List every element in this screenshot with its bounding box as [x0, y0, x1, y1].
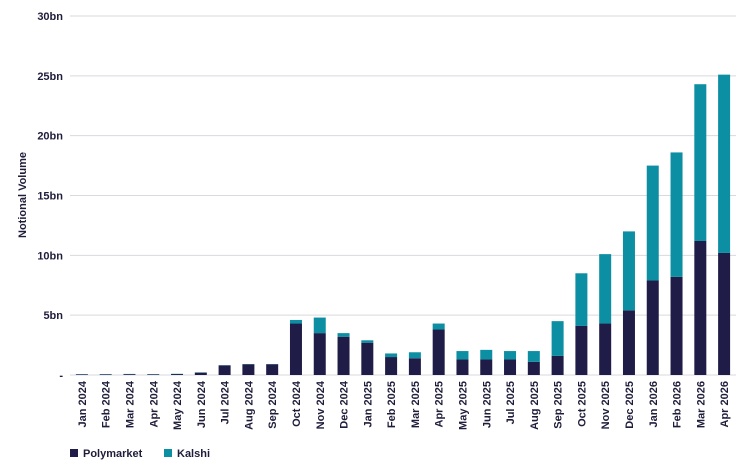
- bar-polymarket-oct-2024: [289, 323, 302, 375]
- bar-polymarket-apr-2024: [147, 374, 160, 375]
- x-tick-label: Sep 2024: [267, 380, 279, 429]
- x-tick-label: Feb 2024: [101, 380, 113, 428]
- x-tick-label: Nov 2025: [600, 381, 612, 429]
- x-tick-label: Mar 2025: [410, 381, 422, 428]
- y-tick-label: -: [59, 370, 63, 382]
- legend-label-kalshi: Kalshi: [177, 448, 210, 460]
- bar-polymarket-jun-2024: [194, 372, 207, 375]
- bar-kalshi-mar-2026: [694, 84, 707, 241]
- x-tick-label: Apr 2025: [434, 381, 446, 427]
- y-axis-label: Notional Volume: [17, 152, 29, 238]
- bar-polymarket-sep-2025: [551, 355, 564, 375]
- bar-polymarket-jan-2026: [646, 280, 659, 375]
- x-tick-label: Nov 2024: [315, 380, 327, 429]
- y-axis-ticks: - 5bn 10bn 15bn 20bn 25bn 30bn: [37, 11, 63, 382]
- x-tick-label: Aug 2025: [529, 381, 541, 430]
- bar-kalshi-dec-2024: [337, 333, 350, 337]
- x-tick-label: May 2025: [457, 381, 469, 430]
- bar-kalshi-may-2025: [456, 351, 469, 360]
- x-tick-label: Jan 2026: [648, 381, 660, 427]
- bar-polymarket-apr-2025: [432, 329, 445, 375]
- bar-polymarket-feb-2026: [670, 276, 683, 375]
- x-tick-label: Aug 2024: [243, 380, 255, 430]
- x-tick-label: Jan 2025: [362, 381, 374, 427]
- bar-polymarket-feb-2024: [99, 374, 112, 375]
- bar-polymarket-feb-2025: [385, 357, 398, 375]
- x-tick-label: Feb 2026: [672, 381, 684, 428]
- y-tick-label: 10bn: [37, 250, 63, 262]
- bar-polymarket-jun-2025: [480, 359, 493, 375]
- x-axis-ticks: Jan 2024 Feb 2024 Mar 2024 Apr 2024 May 2024…: [77, 380, 731, 430]
- legend-swatch-polymarket: [70, 449, 78, 457]
- bar-kalshi-nov-2025: [599, 254, 612, 324]
- bar-polymarket-dec-2025: [622, 310, 635, 375]
- legend: Polymarket Kalshi: [70, 448, 210, 460]
- x-tick-label: Dec 2024: [339, 380, 351, 429]
- x-tick-label: Oct 2025: [576, 381, 588, 427]
- bar-kalshi-jun-2025: [480, 349, 493, 360]
- y-tick-label: 30bn: [37, 11, 63, 23]
- bar-polymarket-mar-2026: [694, 240, 707, 375]
- bar-kalshi-dec-2025: [622, 231, 635, 311]
- bar-polymarket-jan-2024: [75, 374, 88, 375]
- bar-polymarket-nov-2024: [313, 333, 326, 375]
- y-tick-label: 25bn: [37, 71, 63, 83]
- legend-swatch-kalshi: [164, 449, 172, 457]
- bar-polymarket-jul-2024: [218, 365, 231, 375]
- bar-polymarket-jan-2025: [361, 342, 374, 375]
- gridlines: [70, 15, 736, 376]
- x-tick-label: Apr 2026: [719, 381, 731, 427]
- x-tick-label: Jul 2024: [220, 380, 232, 424]
- legend-label-polymarket: Polymarket: [83, 448, 143, 460]
- y-tick-label: 15bn: [37, 191, 63, 203]
- bar-kalshi-jan-2026: [646, 165, 659, 281]
- bar-polymarket-jul-2025: [504, 359, 517, 375]
- bar-polymarket-mar-2024: [123, 374, 136, 375]
- bar-polymarket-oct-2025: [575, 325, 588, 375]
- bar-kalshi-oct-2025: [575, 273, 588, 326]
- y-tick-label: 5bn: [43, 310, 63, 322]
- bar-kalshi-sep-2025: [551, 321, 564, 356]
- x-tick-label: Jun 2024: [196, 380, 208, 428]
- bar-kalshi-feb-2026: [670, 152, 683, 277]
- bar-kalshi-jul-2025: [504, 351, 517, 360]
- x-tick-label: Mar 2026: [695, 381, 707, 428]
- x-tick-label: Jan 2024: [77, 380, 89, 427]
- bar-polymarket-sep-2024: [266, 364, 279, 375]
- y-tick-label: 20bn: [37, 131, 63, 143]
- bar-kalshi-apr-2026: [718, 74, 731, 253]
- bar-kalshi-jan-2025: [361, 340, 374, 343]
- x-tick-label: May 2024: [172, 380, 184, 430]
- x-tick-label: Mar 2024: [124, 380, 136, 428]
- bar-polymarket-aug-2025: [527, 361, 540, 375]
- bar-kalshi-mar-2025: [408, 352, 421, 359]
- bar-kalshi-nov-2024: [313, 317, 326, 334]
- bar-polymarket-apr-2026: [718, 252, 731, 375]
- bar-polymarket-nov-2025: [599, 323, 612, 375]
- x-tick-label: Dec 2025: [624, 381, 636, 429]
- bar-kalshi-feb-2025: [385, 353, 398, 358]
- x-tick-label: Jul 2025: [505, 381, 517, 424]
- bar-polymarket-aug-2024: [242, 364, 255, 375]
- bar-polymarket-dec-2024: [337, 336, 350, 375]
- x-tick-label: Jun 2025: [481, 381, 493, 428]
- bars: [75, 74, 731, 375]
- bar-kalshi-aug-2025: [527, 351, 540, 362]
- bar-kalshi-oct-2024: [289, 319, 302, 324]
- x-tick-label: Feb 2025: [386, 381, 398, 428]
- bar-polymarket-may-2024: [171, 374, 184, 375]
- bar-polymarket-may-2025: [456, 359, 469, 375]
- x-tick-label: Sep 2025: [553, 381, 565, 429]
- x-tick-label: Oct 2024: [291, 380, 303, 427]
- bar-polymarket-mar-2025: [408, 358, 421, 375]
- bar-kalshi-apr-2025: [432, 323, 445, 330]
- x-tick-label: Apr 2024: [148, 380, 160, 427]
